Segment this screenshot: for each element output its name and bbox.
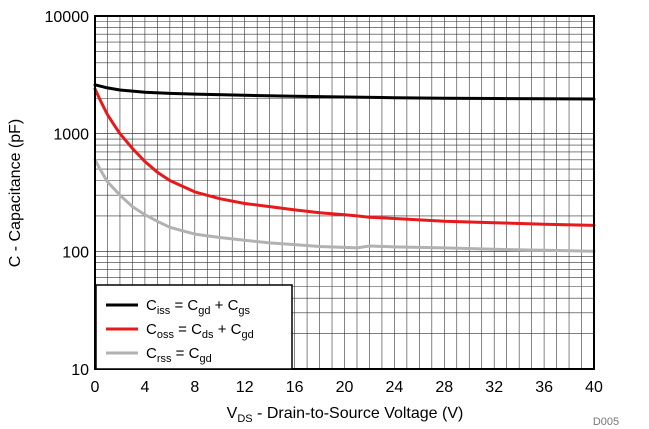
y-tick-label: 10 bbox=[71, 362, 89, 379]
series-lines bbox=[93, 83, 596, 253]
x-tick-label: 36 bbox=[535, 379, 553, 396]
x-tick-label: 40 bbox=[585, 379, 603, 396]
legend-label-1: Ciss = Cgd + Cgs bbox=[146, 297, 251, 317]
series-line-3 bbox=[93, 158, 596, 253]
x-tick-label: 12 bbox=[236, 379, 254, 396]
x-tick-label: 24 bbox=[386, 379, 404, 396]
y-tick-label: 100 bbox=[62, 244, 89, 261]
x-tick-label: 16 bbox=[286, 379, 304, 396]
x-axis-label-subscript: DS bbox=[237, 413, 252, 425]
x-tick-label: 32 bbox=[485, 379, 503, 396]
legend-label-3: Crss = Cgd bbox=[146, 345, 212, 365]
figure-id-label: D005 bbox=[593, 416, 619, 428]
y-axis-label: C - Capacitance (pF) bbox=[7, 119, 24, 268]
y-tick-labels: 10 100 1000 10000 bbox=[45, 9, 90, 379]
series-line-2 bbox=[93, 87, 596, 227]
series-line-1 bbox=[93, 83, 596, 101]
legend-label-2: Coss = Cds + Cgd bbox=[146, 321, 254, 341]
y-tick-label: 1000 bbox=[53, 127, 89, 144]
x-tick-label: 0 bbox=[91, 379, 100, 396]
plot-frame bbox=[94, 15, 595, 370]
x-tick-label: 4 bbox=[140, 379, 149, 396]
x-tick-label: 8 bbox=[190, 379, 199, 396]
legend: Ciss = Cgd + Cgs Coss = Cds + Cgd Crss = C… bbox=[95, 284, 293, 370]
y-tick-label: 10000 bbox=[45, 9, 90, 26]
x-tick-label: 28 bbox=[435, 379, 453, 396]
x-tick-labels: 0 4 8 12 16 20 24 28 32 36 40 bbox=[91, 379, 603, 396]
x-axis-label-main: V bbox=[227, 405, 238, 422]
x-axis-label: VDS - Drain-to-Source Voltage (V) bbox=[227, 405, 464, 425]
x-tick-label: 20 bbox=[336, 379, 354, 396]
legend-box bbox=[95, 284, 293, 370]
x-axis-label-text: - Drain-to-Source Voltage (V) bbox=[253, 405, 464, 422]
